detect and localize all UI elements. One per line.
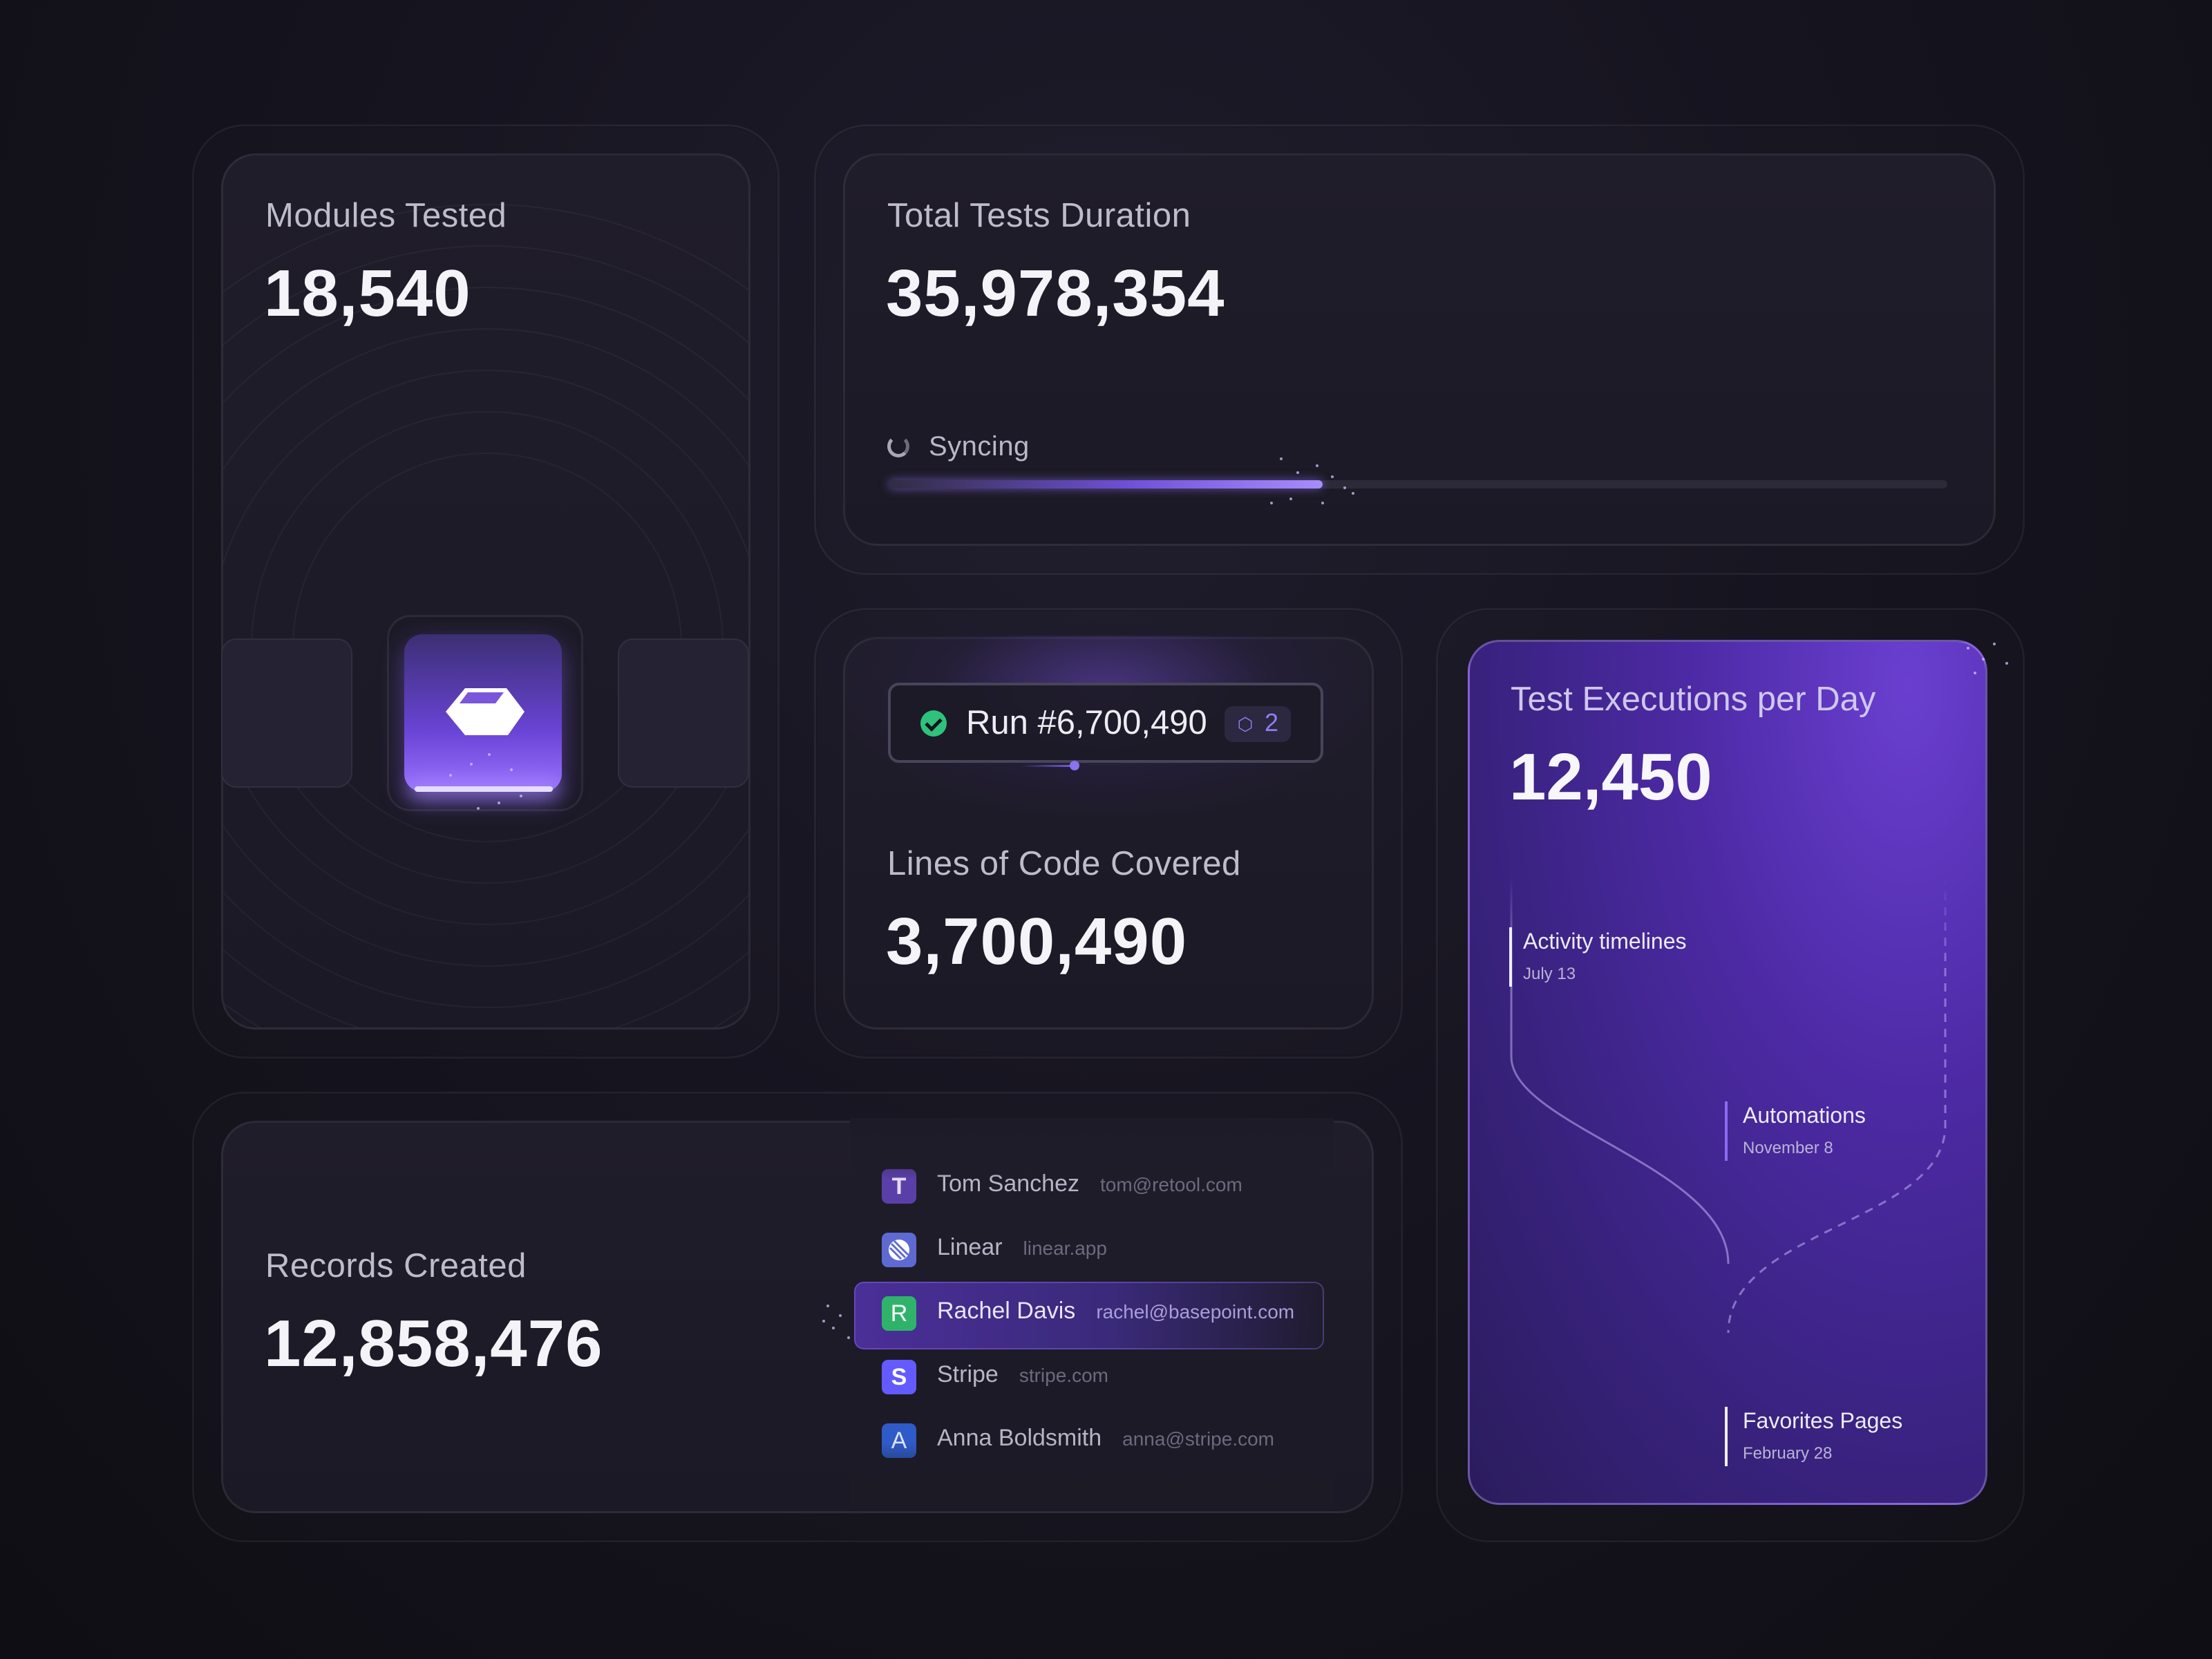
event-title: Activity timelines <box>1523 929 1687 954</box>
sync-progress-bar <box>889 480 1947 489</box>
sync-spinner-icon <box>887 435 909 457</box>
record-name: Stripe <box>937 1361 999 1387</box>
record-name: Rachel Davis <box>937 1298 1076 1324</box>
records-value: 12,858,476 <box>264 1307 603 1381</box>
run-connector-line <box>1021 765 1077 767</box>
check-circle-icon <box>920 710 947 737</box>
linear-logo-icon <box>882 1233 916 1267</box>
modules-tested-label: Modules Tested <box>265 197 507 234</box>
duration-value: 35,978,354 <box>886 256 1225 330</box>
records-panel <box>192 1092 1403 1542</box>
list-item[interactable]: R Rachel Davis rachel@basepoint.com <box>879 1291 1321 1339</box>
executions-value: 12,450 <box>1509 740 1712 814</box>
coverage-value: 3,700,490 <box>886 904 1188 978</box>
event-marker <box>1509 927 1512 987</box>
event-date: February 28 <box>1743 1444 1833 1463</box>
list-item[interactable]: Linear linear.app <box>879 1227 1321 1276</box>
record-detail: stripe.com <box>1019 1365 1108 1386</box>
list-fade-bottom <box>850 1443 1334 1505</box>
run-badge-count: 2 <box>1265 708 1279 737</box>
logo-glow <box>415 786 553 792</box>
record-name: Linear <box>937 1234 1003 1260</box>
list-fade-top <box>850 1118 1334 1180</box>
event-title: Automations <box>1743 1103 1866 1128</box>
list-item[interactable]: S Stripe stripe.com <box>879 1354 1321 1403</box>
avatar: R <box>882 1296 916 1331</box>
record-detail: linear.app <box>1023 1238 1107 1259</box>
coverage-label: Lines of Code Covered <box>887 845 1241 882</box>
modules-tested-value: 18,540 <box>264 256 471 330</box>
run-connector-dot <box>1070 761 1079 770</box>
executions-panel <box>1436 608 2025 1542</box>
run-label: Run #6,700,490 <box>966 704 1207 741</box>
event-date: November 8 <box>1743 1139 1833 1157</box>
cube-logo-icon <box>446 688 524 735</box>
duration-label: Total Tests Duration <box>887 197 1191 234</box>
duration-panel <box>814 124 2025 575</box>
sync-status: Syncing <box>929 431 1030 462</box>
app-logo-tile <box>404 634 562 792</box>
modules-tested-panel <box>192 124 779 1059</box>
selected-row-highlight <box>854 1282 1324 1349</box>
event-marker <box>1725 1101 1728 1161</box>
coverage-panel <box>814 608 1403 1059</box>
stripe-logo-icon: S <box>882 1360 916 1394</box>
executions-label: Test Executions per Day <box>1511 681 1876 718</box>
records-label: Records Created <box>265 1247 527 1284</box>
event-date: July 13 <box>1523 965 1576 983</box>
right-side-tile <box>618 638 749 788</box>
event-title: Favorites Pages <box>1743 1408 1903 1433</box>
run-badge <box>1225 706 1291 742</box>
modules-tested-card <box>221 153 750 1030</box>
hexagon-coin-icon: ⬡ <box>1237 714 1254 734</box>
sync-progress-fill <box>889 480 1323 489</box>
event-marker <box>1725 1407 1728 1466</box>
left-side-tile <box>221 638 352 788</box>
timeline-lines <box>1510 877 1947 1503</box>
record-detail: rachel@basepoint.com <box>1096 1301 1295 1323</box>
executions-card <box>1468 640 1987 1505</box>
